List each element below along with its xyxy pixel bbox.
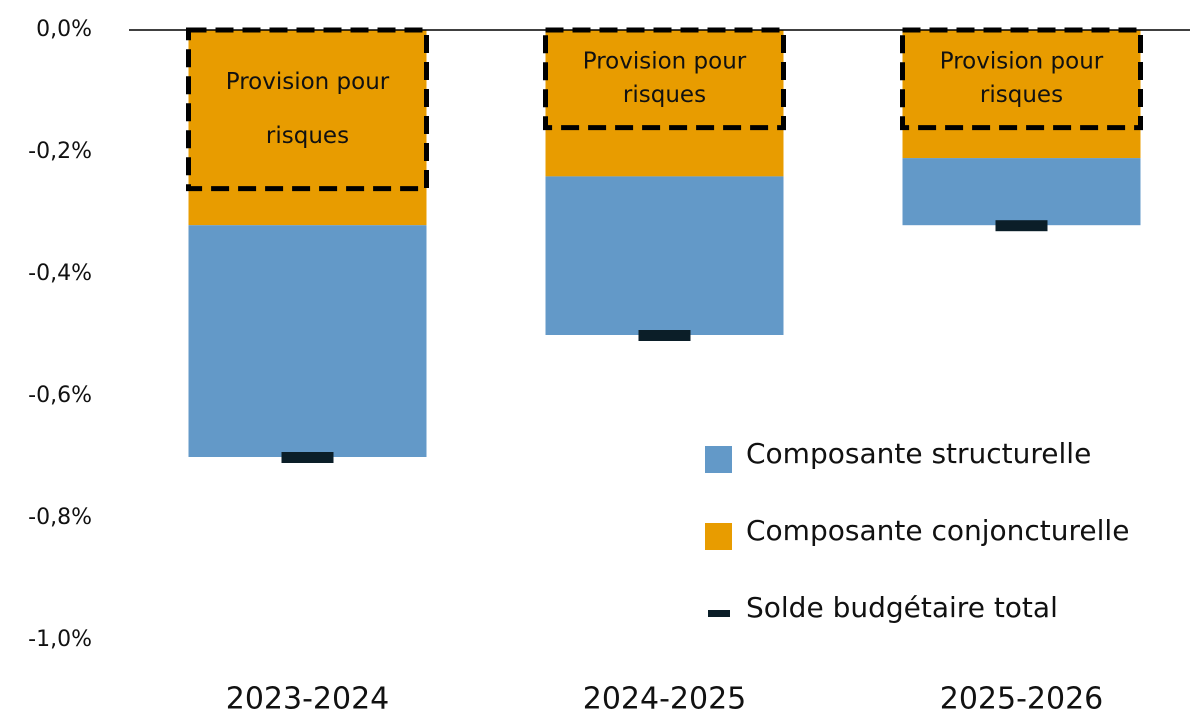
provision-label: risques — [623, 82, 706, 108]
total-marker — [638, 330, 691, 341]
provision-label: Provision pour — [226, 69, 390, 95]
y-tick-label: -0,8% — [28, 505, 92, 530]
legend-swatch — [708, 610, 730, 617]
bar-segment — [188, 30, 427, 226]
legend-label: Solde budgétaire total — [746, 591, 1058, 624]
bar-segment — [902, 30, 1141, 159]
x-tick-label: 2025-2026 — [940, 682, 1104, 717]
y-tick-label: -0,2% — [28, 139, 92, 164]
bar-segment — [545, 30, 784, 177]
bar-segment — [545, 176, 784, 335]
x-tick-label: 2023-2024 — [226, 682, 390, 717]
legend-label: Composante structurelle — [746, 437, 1091, 470]
x-tick-label: 2024-2025 — [583, 682, 747, 717]
provision-label: risques — [266, 123, 349, 149]
y-tick-label: -0,4% — [28, 261, 92, 286]
legend-swatch — [705, 523, 732, 550]
legend-swatch — [705, 446, 732, 473]
legend-label: Composante conjoncturelle — [746, 514, 1129, 547]
provision-label: Provision pour — [583, 48, 747, 74]
y-tick-label: -0,6% — [28, 383, 92, 408]
provision-label: risques — [980, 82, 1063, 108]
bar-segment — [188, 225, 427, 457]
provision-label: Provision pour — [940, 48, 1104, 74]
y-tick-label: -1,0% — [28, 627, 92, 652]
y-tick-label: 0,0% — [36, 17, 92, 42]
total-marker — [281, 452, 334, 463]
bar-segment — [902, 158, 1141, 226]
total-marker — [995, 220, 1048, 232]
